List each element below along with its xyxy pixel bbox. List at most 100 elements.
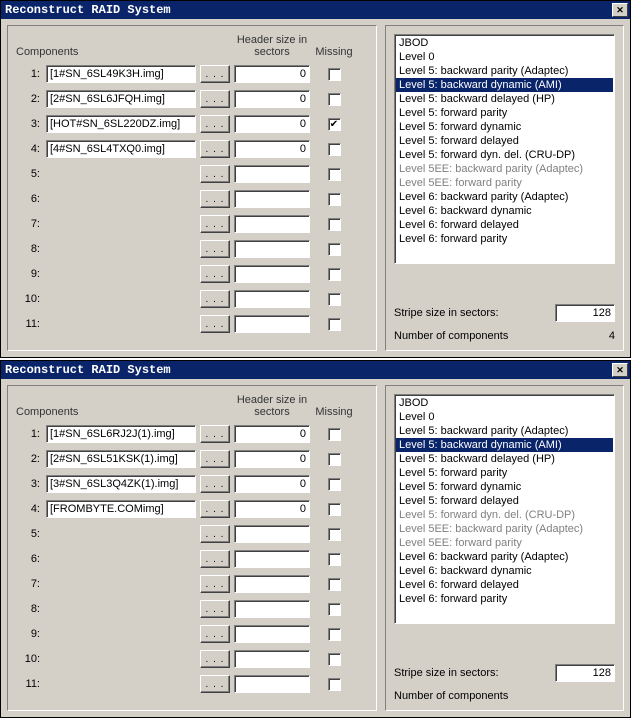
missing-checkbox[interactable]	[328, 168, 341, 181]
raid-level-item[interactable]: Level 5: forward parity	[396, 106, 613, 120]
missing-checkbox[interactable]	[328, 268, 341, 281]
missing-checkbox[interactable]	[328, 68, 341, 81]
browse-button[interactable]: . . .	[200, 575, 230, 593]
raid-level-item[interactable]: Level 5: forward delayed	[396, 494, 613, 508]
close-icon[interactable]: ✕	[612, 3, 628, 17]
missing-checkbox[interactable]: ✔	[328, 118, 341, 131]
raid-level-item[interactable]: Level 5: forward delayed	[396, 134, 613, 148]
raid-level-item[interactable]: Level 0	[396, 410, 613, 424]
browse-button[interactable]: . . .	[200, 625, 230, 643]
component-name[interactable]: [2#SN_6SL51KSK(1).img]	[46, 450, 196, 468]
header-size-input[interactable]	[234, 525, 310, 543]
raid-level-item[interactable]: Level 6: forward delayed	[396, 218, 613, 232]
missing-checkbox[interactable]	[328, 218, 341, 231]
raid-level-item[interactable]: Level 5: backward dynamic (AMI)	[396, 438, 613, 452]
browse-button[interactable]: . . .	[200, 115, 230, 133]
browse-button[interactable]: . . .	[200, 450, 230, 468]
raid-level-item[interactable]: Level 5: forward parity	[396, 466, 613, 480]
header-size-input[interactable]: 0	[234, 500, 310, 518]
browse-button[interactable]: . . .	[200, 165, 230, 183]
header-size-input[interactable]: 0	[234, 90, 310, 108]
missing-checkbox[interactable]	[328, 293, 341, 306]
raid-level-item[interactable]: Level 6: backward parity (Adaptec)	[396, 550, 613, 564]
missing-checkbox[interactable]	[328, 428, 341, 441]
browse-button[interactable]: . . .	[200, 90, 230, 108]
missing-checkbox[interactable]	[328, 193, 341, 206]
header-size-input[interactable]: 0	[234, 475, 310, 493]
component-name[interactable]: [4#SN_6SL4TXQ0.img]	[46, 140, 196, 158]
header-size-input[interactable]	[234, 315, 310, 333]
missing-checkbox[interactable]	[328, 143, 341, 156]
raid-level-item[interactable]: Level 5: backward parity (Adaptec)	[396, 64, 613, 78]
component-name[interactable]: [1#SN_6SL49K3H.img]	[46, 65, 196, 83]
component-name[interactable]: [1#SN_6SL6RJ2J(1).img]	[46, 425, 196, 443]
raid-level-item[interactable]: Level 5: backward parity (Adaptec)	[396, 424, 613, 438]
header-size-input[interactable]	[234, 625, 310, 643]
raid-level-item[interactable]: Level 5: forward dynamic	[396, 120, 613, 134]
header-size-input[interactable]: 0	[234, 450, 310, 468]
raid-level-item[interactable]: Level 6: forward parity	[396, 232, 613, 246]
missing-checkbox[interactable]	[328, 243, 341, 256]
raid-level-item[interactable]: Level 6: backward dynamic	[396, 204, 613, 218]
browse-button[interactable]: . . .	[200, 500, 230, 518]
missing-checkbox[interactable]	[328, 453, 341, 466]
browse-button[interactable]: . . .	[200, 475, 230, 493]
header-size-input[interactable]	[234, 290, 310, 308]
browse-button[interactable]: . . .	[200, 525, 230, 543]
missing-checkbox[interactable]	[328, 553, 341, 566]
missing-checkbox[interactable]	[328, 628, 341, 641]
missing-checkbox[interactable]	[328, 528, 341, 541]
missing-checkbox[interactable]	[328, 578, 341, 591]
header-size-input[interactable]	[234, 675, 310, 693]
raid-level-item[interactable]: Level 6: backward parity (Adaptec)	[396, 190, 613, 204]
raid-level-item[interactable]: JBOD	[396, 396, 613, 410]
browse-button[interactable]: . . .	[200, 650, 230, 668]
header-size-input[interactable]	[234, 240, 310, 258]
stripe-size-input[interactable]: 128	[555, 304, 615, 322]
raid-level-item[interactable]: Level 5: forward dynamic	[396, 480, 613, 494]
header-size-input[interactable]	[234, 575, 310, 593]
header-size-input[interactable]: 0	[234, 140, 310, 158]
browse-button[interactable]: . . .	[200, 265, 230, 283]
component-name[interactable]: [2#SN_6SL6JFQH.img]	[46, 90, 196, 108]
header-size-input[interactable]	[234, 550, 310, 568]
header-size-input[interactable]: 0	[234, 425, 310, 443]
raid-level-list[interactable]: JBODLevel 0Level 5: backward parity (Ada…	[394, 34, 615, 264]
browse-button[interactable]: . . .	[200, 215, 230, 233]
browse-button[interactable]: . . .	[200, 240, 230, 258]
raid-level-item[interactable]: Level 6: forward delayed	[396, 578, 613, 592]
browse-button[interactable]: . . .	[200, 190, 230, 208]
header-size-input[interactable]	[234, 215, 310, 233]
header-size-input[interactable]	[234, 165, 310, 183]
browse-button[interactable]: . . .	[200, 65, 230, 83]
header-size-input[interactable]: 0	[234, 65, 310, 83]
raid-level-item[interactable]: Level 5: forward dyn. del. (CRU-DP)	[396, 148, 613, 162]
close-icon[interactable]: ✕	[612, 363, 628, 377]
missing-checkbox[interactable]	[328, 318, 341, 331]
component-name[interactable]: [3#SN_6SL3Q4ZK(1).img]	[46, 475, 196, 493]
header-size-input[interactable]	[234, 600, 310, 618]
browse-button[interactable]: . . .	[200, 425, 230, 443]
missing-checkbox[interactable]	[328, 678, 341, 691]
missing-checkbox[interactable]	[328, 603, 341, 616]
missing-checkbox[interactable]	[328, 93, 341, 106]
browse-button[interactable]: . . .	[200, 140, 230, 158]
browse-button[interactable]: . . .	[200, 675, 230, 693]
component-name[interactable]: [FROMBYTE.COMimg]	[46, 500, 196, 518]
raid-level-item[interactable]: Level 5: backward delayed (HP)	[396, 92, 613, 106]
header-size-input[interactable]: 0	[234, 115, 310, 133]
raid-level-item[interactable]: JBOD	[396, 36, 613, 50]
raid-level-item[interactable]: Level 6: backward dynamic	[396, 564, 613, 578]
missing-checkbox[interactable]	[328, 653, 341, 666]
stripe-size-input[interactable]: 128	[555, 664, 615, 682]
header-size-input[interactable]	[234, 190, 310, 208]
raid-level-item[interactable]: Level 5: backward delayed (HP)	[396, 452, 613, 466]
header-size-input[interactable]	[234, 265, 310, 283]
raid-level-item[interactable]: Level 6: forward parity	[396, 592, 613, 606]
browse-button[interactable]: . . .	[200, 290, 230, 308]
raid-level-list[interactable]: JBODLevel 0Level 5: backward parity (Ada…	[394, 394, 615, 624]
raid-level-item[interactable]: Level 5: backward dynamic (AMI)	[396, 78, 613, 92]
missing-checkbox[interactable]	[328, 503, 341, 516]
header-size-input[interactable]	[234, 650, 310, 668]
raid-level-item[interactable]: Level 0	[396, 50, 613, 64]
